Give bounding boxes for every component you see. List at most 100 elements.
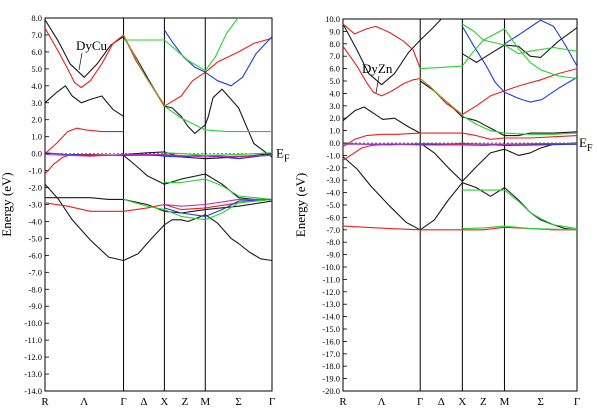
k-point-label: Σ: [235, 396, 241, 408]
band-line-4: [419, 142, 577, 182]
k-point-label: Σ: [538, 396, 544, 408]
compound-label: DyCu: [76, 38, 108, 53]
y-tick-label: -20.0: [322, 386, 340, 396]
band-line-5: [462, 27, 577, 63]
band-line-16: [420, 28, 577, 80]
y-tick-label: 0.0: [31, 149, 42, 159]
y-tick-label: -18.0: [322, 361, 340, 371]
band-line-9: [45, 153, 272, 175]
k-point-label: Λ: [80, 396, 88, 408]
y-axis-label: Energy (eV): [293, 173, 308, 237]
y-tick-label: -2.0: [327, 163, 340, 173]
y-tick-label: 7.0: [329, 51, 340, 61]
y-tick-label: -16.0: [322, 336, 340, 346]
band-line-3: [45, 183, 272, 262]
y-tick-label: -8.0: [29, 284, 42, 294]
band-line-19: [462, 189, 577, 230]
k-point-label: Δ: [140, 396, 147, 408]
y-tick-label: -4.0: [29, 216, 42, 226]
k-point-label: R: [339, 396, 347, 408]
y-tick-label: -1.0: [327, 150, 340, 160]
y-tick-label: -12.0: [24, 352, 42, 362]
y-tick-label: -13.0: [322, 299, 340, 309]
y-tick-label: -11.0: [323, 274, 340, 284]
y-tick-label: -7.0: [327, 225, 340, 235]
y-tick-label: 10.0: [325, 14, 340, 24]
y-tick-label: -17.0: [322, 349, 340, 359]
band-line-12: [163, 29, 272, 87]
y-tick-label: 4.0: [329, 88, 340, 98]
k-point-label: X: [458, 396, 466, 408]
fermi-label: EF: [276, 146, 290, 165]
k-point-label: Γ: [417, 396, 423, 408]
band-line-1: [45, 19, 272, 158]
band-panel-dycu: 8.0 7.0 6.0 5.0 4.0 3.0 2.0 1.0 0.0 -1.0 -2.0 -3.0 -…: [0, 13, 290, 408]
band-line-6: [419, 80, 577, 137]
y-tick-label: 6.0: [329, 64, 340, 74]
band-line-20: [462, 225, 577, 231]
y-tick-label: -14.0: [322, 312, 340, 322]
y-tick-label: -19.0: [322, 374, 340, 384]
y-tick-label: -5.0: [327, 200, 340, 210]
band-line-8: [45, 127, 124, 155]
y-tick-label: -6.0: [29, 250, 42, 260]
y-tick-label: -3.0: [327, 175, 340, 185]
y-tick-label: -2.0: [29, 183, 42, 193]
band-line-8: [343, 23, 421, 69]
compound-label: DyZn: [362, 61, 393, 76]
k-point-label: M: [200, 396, 210, 408]
band-line-1: [343, 19, 442, 86]
y-axis-label: Energy (eV): [0, 172, 14, 236]
k-point-label: Δ: [438, 396, 445, 408]
y-tick-label: 0.0: [329, 138, 340, 148]
band-line-2: [343, 106, 421, 134]
y-tick-label: 7.0: [31, 30, 42, 40]
k-point-label: Λ: [378, 396, 386, 408]
y-tick-label: -7.0: [29, 267, 42, 277]
band-line-12: [419, 78, 463, 115]
y-tick-label: 4.0: [31, 81, 42, 91]
band-line-21: [164, 198, 272, 207]
y-tick-label: 8.0: [31, 13, 42, 23]
band-line-21: [343, 143, 577, 146]
y-tick-label: 5.0: [31, 64, 42, 74]
y-tick-label: -10.0: [24, 318, 42, 328]
band-line-18: [462, 115, 577, 135]
y-tick-label: -11.0: [25, 335, 42, 345]
y-tick-label: 6.0: [31, 47, 42, 57]
y-tick-label: 2.0: [329, 113, 340, 123]
y-tick-label: 1.0: [329, 126, 340, 136]
y-tick-label: 3.0: [31, 98, 42, 108]
y-tick-label: 8.0: [329, 39, 340, 49]
band-line-19: [164, 152, 272, 156]
band-line-10: [343, 143, 577, 161]
k-point-label: Z: [480, 396, 487, 408]
band-line-7: [45, 27, 272, 107]
y-tick-label: -3.0: [29, 200, 42, 210]
y-tick-label: 5.0: [329, 76, 340, 86]
compound-pointer: [375, 75, 380, 94]
band-line-16: [164, 105, 272, 133]
y-tick-label: -10.0: [322, 262, 340, 272]
y-tick-label: -1.0: [29, 166, 42, 176]
band-line-20: [45, 153, 272, 158]
y-tick-label: 2.0: [31, 115, 42, 125]
y-tick-label: -6.0: [327, 212, 340, 222]
band-line-2: [45, 85, 124, 117]
k-point-label: X: [160, 396, 168, 408]
band-line-3: [343, 156, 577, 231]
band-line-18: [123, 198, 272, 221]
band-line-17: [164, 178, 272, 200]
y-tick-label: -9.0: [327, 250, 340, 260]
y-tick-label: -9.0: [29, 301, 42, 311]
y-tick-label: -12.0: [322, 287, 340, 297]
band-line-17: [462, 23, 577, 55]
y-tick-label: -4.0: [327, 188, 340, 198]
band-line-13: [461, 26, 577, 103]
band-line-11: [123, 34, 165, 105]
y-tick-label: -14.0: [24, 386, 42, 396]
y-tick-label: -15.0: [322, 324, 340, 334]
y-tick-label: -5.0: [29, 233, 42, 243]
band-line-14: [164, 198, 272, 217]
k-point-label: Z: [181, 396, 188, 408]
